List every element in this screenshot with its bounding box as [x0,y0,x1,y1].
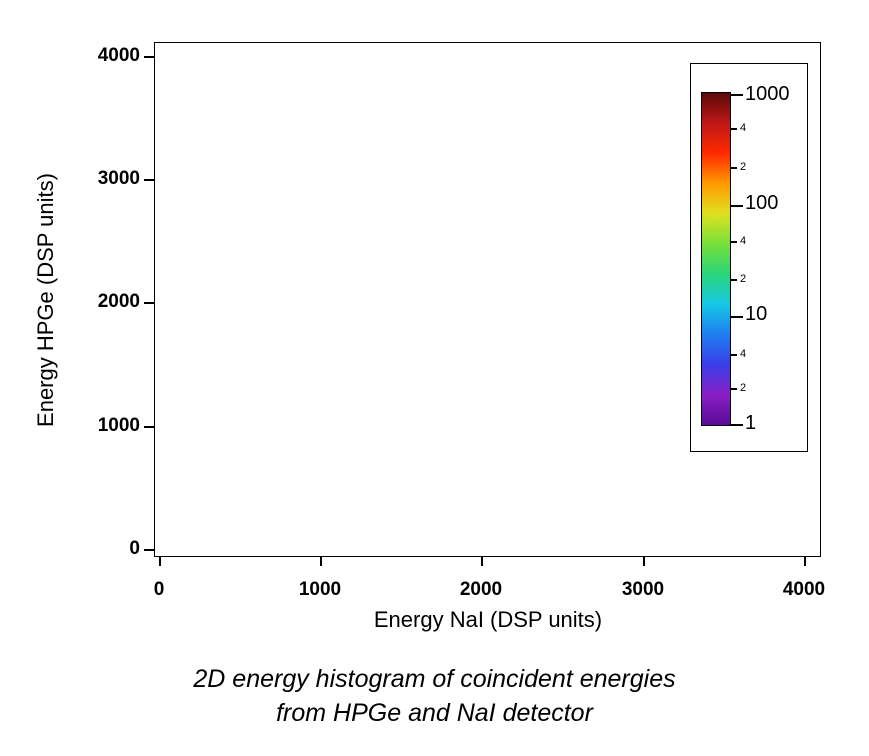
colorbar-minor-label: 4 [740,348,747,360]
x-tick-label: 2000 [459,579,503,600]
colorbar-minor-tick [731,167,737,169]
x-tick-mark [159,557,161,566]
x-tick-mark [643,557,645,566]
y-tick-mark [144,549,154,551]
x-tick-label: 3000 [621,579,665,600]
colorbar-label: 10 [745,303,768,325]
colorbar-label: 1 [745,412,757,434]
colorbar-minor-tick [731,241,737,243]
x-tick-label: 4000 [782,579,826,600]
y-tick-mark [144,426,154,428]
colorbar-minor-label: 4 [740,122,747,134]
y-tick-label: 0 [129,538,140,559]
x-tick-label: 0 [153,579,165,600]
colorbar-minor-tick [731,279,737,281]
y-tick-label: 1000 [97,415,140,436]
y-tick-label: 3000 [97,168,140,189]
colorbar-minor-label: 2 [740,273,747,285]
colorbar-major-tick [731,205,743,207]
caption-line-1: 2D energy histogram of coincident energi… [193,665,676,693]
colorbar-minor-label: 2 [740,382,747,394]
colorbar-label: 100 [745,192,779,214]
colorbar-minor-tick [731,354,737,356]
y-tick-mark [144,56,154,58]
x-tick-label: 1000 [298,579,342,600]
figure-caption: 2D energy histogram of coincident energi… [0,662,869,730]
colorbar-major-tick [731,316,743,318]
colorbar-major-tick [731,94,743,96]
colorbar-gradient [701,92,731,426]
x-tick-mark [804,557,806,566]
colorbar-minor-tick [731,388,737,390]
y-tick-mark [144,179,154,181]
colorbar-label: 1000 [745,83,790,105]
y-tick-mark [144,302,154,304]
x-axis-title: Energy NaI (DSP units) [373,607,603,632]
y-axis-title: Energy HPGe (DSP units) [33,173,58,427]
colorbar-minor-tick [731,128,737,130]
y-tick-label: 2000 [97,291,140,312]
colorbar-major-tick [731,424,743,426]
x-tick-mark [320,557,322,566]
caption-line-2: from HPGe and NaI detector [276,699,593,727]
colorbar-minor-label: 4 [740,235,747,247]
colorbar-minor-label: 2 [740,161,747,173]
y-tick-label: 4000 [97,45,140,66]
x-tick-mark [481,557,483,566]
